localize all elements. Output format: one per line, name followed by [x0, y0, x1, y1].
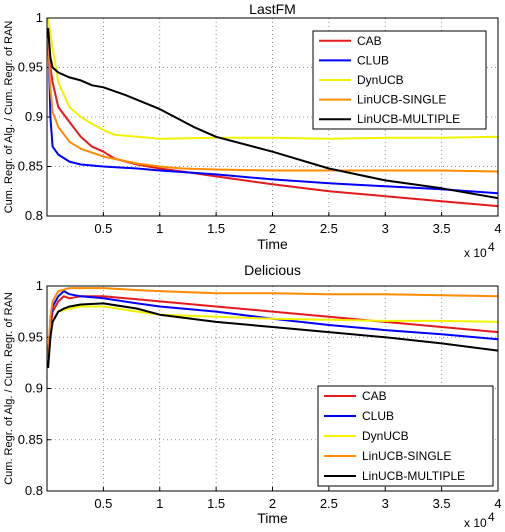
- chart-title: LastFM: [249, 1, 296, 17]
- legend-label: CLUB: [362, 409, 394, 423]
- legend-label: LinUCB-SINGLE: [357, 93, 446, 107]
- x-axis-multiplier-exponent: 4: [488, 240, 495, 254]
- x-tick-label: 1: [156, 496, 163, 511]
- y-tick-label: 0.9: [25, 381, 43, 396]
- x-tick-label: 1.5: [207, 221, 225, 236]
- legend-label: LinUCB-MULTIPLE: [362, 469, 465, 483]
- x-tick-label: 3.5: [433, 221, 451, 236]
- legend-label: DynUCB: [357, 73, 404, 87]
- y-tick-label: 0.9: [25, 109, 43, 124]
- x-tick-label: 1.5: [207, 496, 225, 511]
- y-tick-label: 0.8: [25, 208, 43, 223]
- x-tick-label: 2: [269, 496, 276, 511]
- series-line-linucb-multiple: [47, 27, 498, 200]
- x-axis-multiplier: x 10: [464, 516, 487, 530]
- y-axis-label: Cum. Regr. of Alg. / Cum. Regr. of RAN: [3, 292, 15, 485]
- y-axis-label: Cum. Regr. of Alg. / Cum. Regr. of RAN: [3, 21, 15, 214]
- x-tick-label: 2.5: [320, 221, 338, 236]
- x-tick-label: 2.5: [320, 496, 338, 511]
- series-line-dynucb: [47, 305, 498, 358]
- x-tick-label: 2: [269, 221, 276, 236]
- y-tick-label: 0.85: [18, 159, 43, 174]
- x-tick-label: 0.5: [94, 496, 112, 511]
- series-line-linucb-multiple: [47, 302, 498, 369]
- chart-title: Delicious: [244, 262, 301, 278]
- legend-label: CAB: [357, 34, 382, 48]
- x-tick-label: 0.5: [94, 221, 112, 236]
- y-tick-label: 1: [36, 10, 43, 25]
- y-tick-label: 0.95: [18, 60, 43, 75]
- x-tick-label: 3: [382, 496, 389, 511]
- y-tick-label: 0.95: [18, 329, 43, 344]
- y-tick-label: 1: [36, 278, 43, 293]
- x-tick-label: 4: [494, 496, 501, 511]
- legend-label: DynUCB: [362, 429, 409, 443]
- legend-label: CAB: [362, 389, 387, 403]
- legend: CAB CLUB DynUCB LinUCB-SINGLE LinUCB-MULTIPL…: [317, 385, 494, 487]
- x-tick-label: 1: [156, 221, 163, 236]
- series-line-linucb-single: [47, 37, 498, 173]
- y-tick-label: 0.8: [25, 483, 43, 498]
- x-axis-label: Time: [257, 510, 288, 526]
- x-axis-label: Time: [257, 236, 288, 252]
- plot-frame: [46, 285, 499, 492]
- x-tick-label: 3: [382, 221, 389, 236]
- y-tick-label: 0.85: [18, 432, 43, 447]
- plot-frame: [46, 17, 499, 217]
- x-tick-label: 4: [494, 221, 501, 236]
- legend: CAB CLUB DynUCB LinUCB-SINGLE LinUCB-MULTIPL…: [312, 30, 487, 130]
- x-axis-multiplier-exponent: 4: [488, 510, 495, 524]
- series-line-dynucb: [47, 18, 498, 140]
- x-axis-multiplier: x 10: [464, 246, 487, 260]
- legend-label: LinUCB-MULTIPLE: [357, 112, 460, 126]
- x-tick-label: 3.5: [433, 496, 451, 511]
- series-line-linucb-single: [47, 287, 498, 358]
- chart-panel-2: Delicious 0.5 1 1.5 2 2.5 3 3.5 4 0.8 0.85 0.9 0.95 1…: [3, 262, 502, 530]
- chart-panel-1: LastFM 0.5 1 1.5 2 2.5 3 3.5 4 0.8 0.85 0.9 0.95 1 Tim…: [3, 1, 502, 260]
- series-line-club: [47, 290, 498, 358]
- series-line-club: [47, 27, 498, 195]
- legend-label: CLUB: [357, 53, 389, 67]
- legend-label: LinUCB-SINGLE: [362, 449, 451, 463]
